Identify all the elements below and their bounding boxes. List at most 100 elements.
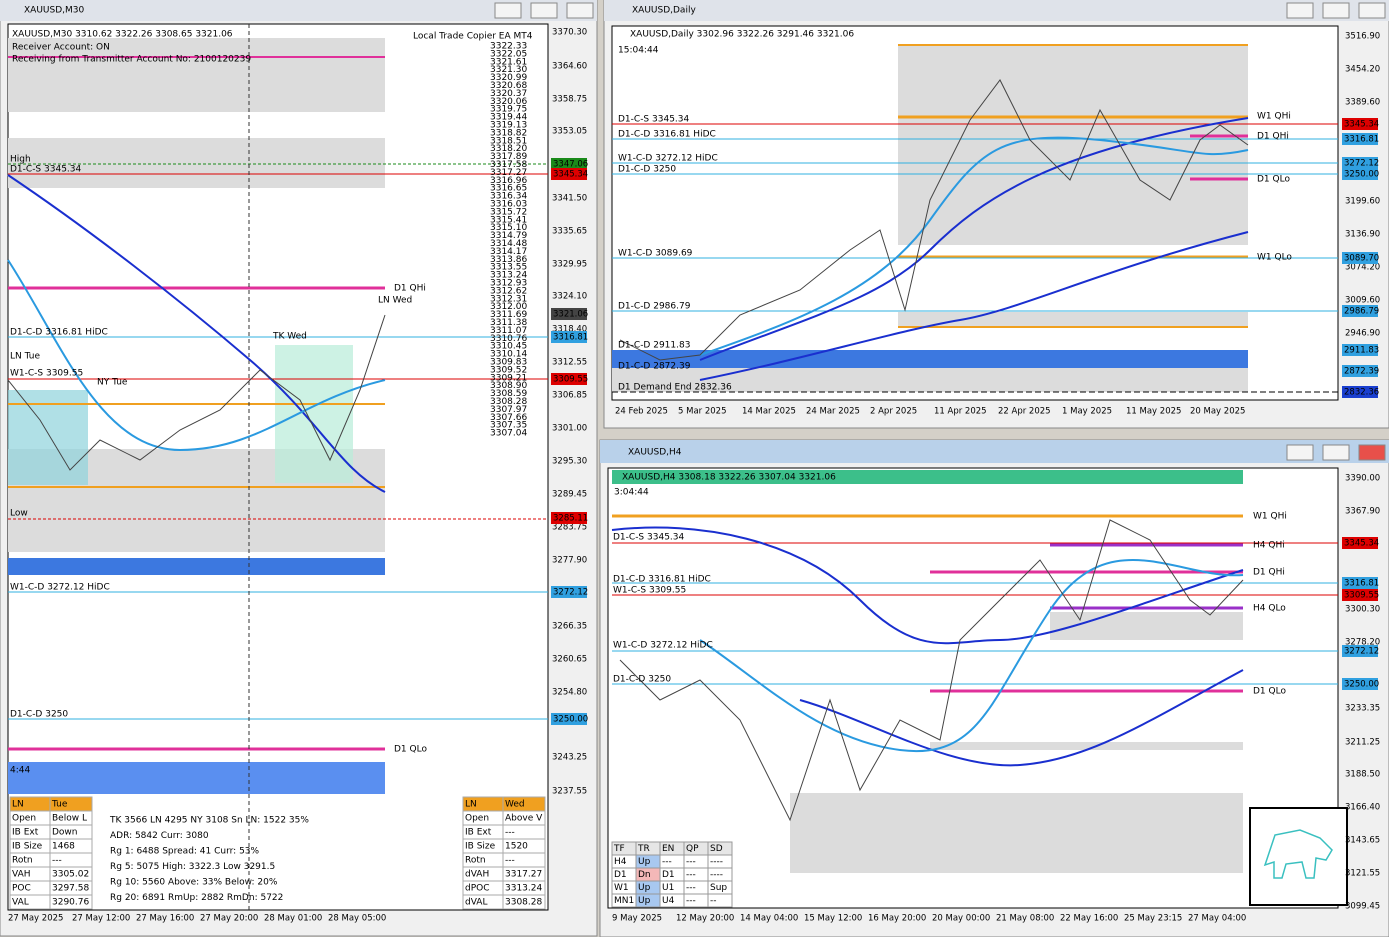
table-text: --- [505, 856, 515, 866]
window-title: XAUUSD,M30 [24, 6, 84, 16]
table-text: Rotn [465, 856, 486, 866]
chart-label: H4 QHi [1253, 541, 1285, 551]
ladder-price: 3314.17 [490, 247, 527, 257]
price-label: 3211.25 [1345, 738, 1380, 748]
table-text: Below L [52, 814, 87, 824]
zone [8, 762, 385, 794]
price-label: 3074.20 [1345, 263, 1380, 273]
price-tag: 3250.00 [553, 715, 588, 725]
window-button[interactable] [1286, 2, 1314, 19]
ladder-price: 3307.66 [490, 413, 527, 423]
table-text: D1 [662, 870, 675, 880]
ladder-price: 3307.35 [490, 421, 527, 431]
zone [8, 390, 88, 485]
price-trace [619, 519, 1244, 822]
table-text: Dn [638, 870, 651, 880]
ladder-price: 3308.90 [490, 381, 527, 391]
zone [930, 742, 1243, 750]
chart-label: D1-C-D 2911.83 [618, 341, 690, 351]
table-text: 3297.58 [52, 884, 89, 894]
chart-label: D1-C-D 3250 [613, 675, 671, 685]
table-cell [49, 894, 93, 910]
timer: 3:04:44 [614, 488, 649, 498]
table-text: EN [662, 844, 674, 854]
chart-label: W1-C-D 3089.69 [618, 249, 693, 259]
price-label: 3277.90 [552, 556, 587, 566]
price-tag-bg [551, 512, 587, 524]
ladder-price: 3313.86 [490, 255, 527, 265]
price-tag-bg [1342, 645, 1378, 657]
window-button[interactable] [494, 2, 522, 19]
table-text: --- [505, 828, 515, 838]
zone [275, 345, 353, 483]
price-tag: 3272.12 [553, 588, 588, 598]
chart-label: W1 QLo [1257, 253, 1292, 263]
price-tag-bg [1342, 537, 1378, 549]
ladder-price: 3312.62 [490, 286, 527, 296]
chart-label: D1 QHi [1253, 568, 1285, 578]
chart-label: H4 QLo [1253, 604, 1286, 614]
table-text: 3290.76 [52, 898, 89, 908]
table-cell [707, 893, 733, 908]
table-text: dVAH [465, 870, 489, 880]
chart-label: D1-C-S 3345.34 [618, 115, 690, 125]
price-tag-bg [551, 308, 587, 320]
ladder-price: 3316.96 [490, 176, 527, 186]
window-button[interactable] [1358, 2, 1386, 19]
ladder-price: 3319.13 [490, 121, 527, 131]
table-text: D1 [614, 870, 627, 880]
window-title: XAUUSD,Daily [632, 6, 696, 16]
ladder-price: 3315.41 [490, 215, 527, 225]
moving-average [699, 117, 1249, 361]
price-tag-bg [1342, 365, 1378, 377]
price-tag-bg [551, 331, 587, 343]
chart-label: LN Tue [10, 352, 40, 362]
price-label: 3266.35 [552, 622, 587, 632]
price-tag-bg [1342, 589, 1378, 601]
chart-label: D1-C-D 2986.79 [618, 302, 691, 312]
chart-label: D1-C-D 2872.39 [618, 362, 691, 372]
price-tag: 3250.00 [1344, 170, 1379, 180]
price-label: 3300.30 [1345, 605, 1380, 615]
ladder-price: 3315.10 [490, 223, 527, 233]
zone [1050, 612, 1243, 640]
table-text: U4 [662, 896, 675, 906]
table-text: --- [52, 856, 62, 866]
price-label: 3390.00 [1345, 474, 1380, 484]
price-label: 3283.75 [552, 523, 587, 533]
moving-average [699, 231, 1249, 381]
window-button[interactable] [530, 2, 558, 19]
window-button[interactable] [1322, 444, 1350, 461]
table-text: IB Size [12, 842, 43, 852]
price-tag: 3285.11 [553, 514, 588, 524]
chart-label: D1-C-D 3316.81 HiDC [618, 130, 716, 140]
window-button[interactable] [1358, 444, 1386, 461]
window-button[interactable] [1322, 2, 1350, 19]
table-text: 3308.28 [505, 898, 542, 908]
table-text: VAH [12, 870, 31, 880]
table-text: IB Ext [465, 828, 492, 838]
zone [612, 470, 1243, 484]
time-label: 27 May 2025 [8, 914, 63, 924]
window-button[interactable] [566, 2, 594, 19]
chart-label: D1-C-D 3316.81 HiDC [10, 328, 108, 338]
table-text: IB Ext [12, 828, 39, 838]
title-bar[interactable] [604, 0, 1389, 21]
title-bar[interactable] [600, 440, 1389, 463]
moving-average [7, 174, 386, 493]
price-label: 3516.90 [1345, 32, 1380, 42]
table-text: dVAL [465, 898, 487, 908]
ladder-price: 3310.45 [490, 342, 527, 352]
time-label: 27 May 12:00 [72, 914, 130, 924]
h4-decor [611, 470, 1348, 906]
ladder-price: 3320.37 [490, 89, 527, 99]
zone [8, 38, 385, 112]
price-tag-bg [1342, 386, 1378, 398]
title-bar[interactable] [0, 0, 597, 21]
ladder-price: 3309.83 [490, 358, 527, 368]
price-label: 3367.90 [1345, 507, 1380, 517]
price-label: 3260.65 [552, 655, 587, 665]
table-text: Open [12, 814, 36, 824]
ladder-price: 3317.58 [490, 160, 527, 170]
window-button[interactable] [1286, 444, 1314, 461]
